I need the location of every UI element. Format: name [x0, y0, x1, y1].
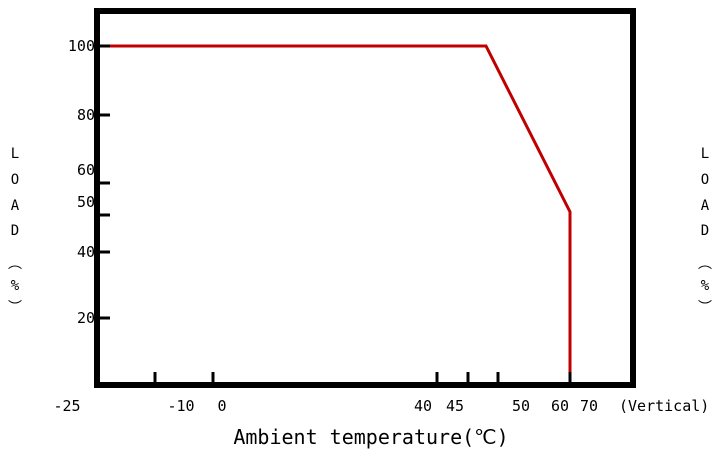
- series-line: [110, 44, 572, 372]
- y-axis-label-char: ︵: [698, 256, 712, 272]
- plot-frame: [94, 8, 636, 388]
- x-ticks: -25 -10 0 40 45 50 60 70: [53, 372, 598, 415]
- x-tick-label: -25: [53, 397, 80, 415]
- y-axis-label-char: L: [701, 146, 709, 162]
- y-ticks: 100 80 60 50 40 20: [68, 37, 110, 327]
- y-axis-label-char: L: [11, 146, 19, 162]
- y-axis-label-char: %: [11, 278, 20, 294]
- y-axis-label-char: D: [11, 223, 19, 239]
- y-axis-label-char: ︵: [8, 256, 22, 272]
- y-tick-label: 100: [68, 37, 95, 55]
- y-tick-label: 50: [77, 193, 95, 211]
- x-axis-suffix: (Vertical): [619, 397, 709, 415]
- y-axis-label-char: O: [11, 172, 19, 188]
- y-axis-label-char: A: [11, 198, 20, 214]
- series-group: [110, 44, 572, 372]
- x-tick-label: 50: [512, 397, 530, 415]
- y-axis-label-char: A: [701, 198, 710, 214]
- x-tick-label: 0: [217, 397, 226, 415]
- y-tick-label: 20: [77, 309, 95, 327]
- y-axis-label-char: O: [701, 172, 709, 188]
- y-tick-label: 60: [77, 161, 95, 179]
- x-tick-label: -10: [167, 397, 194, 415]
- x-tick-label: 40: [414, 397, 432, 415]
- y-tick-label: 40: [77, 243, 95, 261]
- x-tick-label: 45: [446, 397, 464, 415]
- y-tick-label: 80: [77, 106, 95, 124]
- y-axis-label-char: D: [701, 223, 709, 239]
- y-axis-label-char: ︶: [8, 300, 22, 316]
- y-axis-label-char: %: [701, 278, 710, 294]
- y-axis-label-char: ︶: [698, 300, 712, 316]
- x-tick-label: 70: [580, 397, 598, 415]
- x-axis-title: Ambient temperature(℃): [233, 425, 508, 449]
- x-tick-label: 60: [551, 397, 569, 415]
